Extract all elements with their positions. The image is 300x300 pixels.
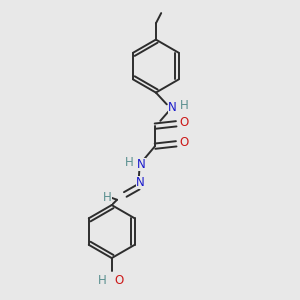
Text: H: H [98,274,106,287]
Text: N: N [136,176,145,189]
Text: O: O [180,116,189,129]
Text: H: H [125,157,134,169]
Text: O: O [115,274,124,287]
Text: O: O [180,136,189,149]
Text: H: H [103,191,112,204]
Text: H: H [180,99,189,112]
Text: N: N [137,158,146,171]
Text: N: N [168,101,176,114]
